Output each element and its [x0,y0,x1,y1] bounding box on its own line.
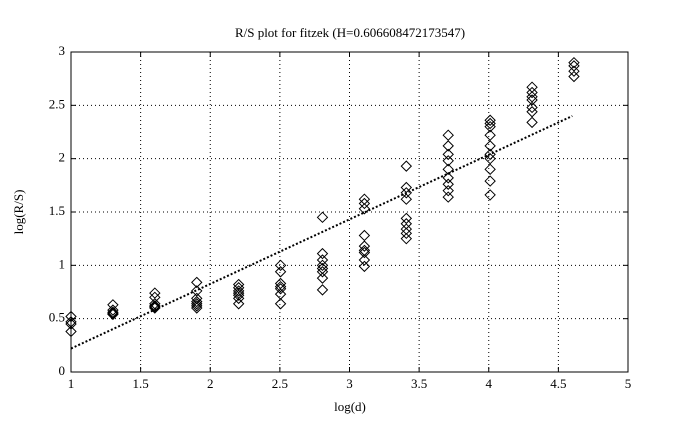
x-tick-label: 2 [207,376,214,391]
point [442,178,454,190]
point [316,211,329,224]
point [274,280,287,293]
point [568,56,580,69]
point [568,70,580,83]
point [107,304,119,316]
point [442,155,454,167]
y-tick-label: 0 [59,363,66,378]
point [442,191,454,203]
point [358,254,371,266]
point [526,86,538,99]
point [316,272,329,284]
point [107,306,119,318]
point [232,285,245,297]
point [232,289,245,301]
point [442,148,454,161]
point [191,276,203,289]
point [232,298,245,310]
point [358,197,371,210]
point [358,246,371,259]
y-tick-label: 1.5 [49,203,65,218]
point [316,259,329,272]
point [442,129,454,141]
point [400,227,413,240]
point [358,203,371,215]
point [526,101,538,114]
point [65,310,77,323]
point [232,292,245,305]
x-axis-label: log(d) [334,399,366,414]
point [191,298,203,310]
point [149,301,161,313]
point [484,117,496,130]
point [400,160,413,172]
point [400,193,413,205]
point [442,163,454,176]
point [442,184,454,197]
x-tick-label: 3.5 [411,376,427,391]
point [107,308,119,321]
point [316,247,329,260]
point [274,283,287,295]
point [400,232,413,245]
y-axis-label: log(R/S) [11,190,26,235]
point [191,302,203,314]
point [149,302,161,314]
point [358,229,371,242]
y-tick-label: 2 [59,150,66,165]
point [358,240,371,252]
point [526,94,538,106]
point [107,307,119,320]
point [484,140,496,152]
point [274,266,287,278]
point [484,120,496,133]
x-tick-label: 2.5 [272,376,288,391]
point [568,65,580,77]
x-tick-label: 3 [346,376,353,391]
x-tick-label: 1.5 [133,376,149,391]
point [149,300,161,312]
y-tick-label: 2.5 [49,96,65,111]
y-tick-label: 3 [59,43,66,58]
x-tick-label: 4 [486,376,493,391]
point [484,163,496,176]
chart-title: R/S plot for fitzek (H=0.606608472173547… [235,25,465,40]
point [191,300,203,312]
fit-line [70,115,573,350]
point [358,260,371,273]
point [274,259,287,272]
point [65,318,77,330]
y-tick-label: 0.5 [49,310,65,325]
point [274,298,287,310]
point [484,175,496,187]
point [316,266,329,278]
point [316,284,329,296]
point [442,172,454,184]
point [526,91,538,103]
point [484,114,496,126]
y-tick-label: 1 [59,256,66,271]
x-tick-label: 4.5 [550,376,566,391]
point [358,193,371,205]
point [65,325,77,338]
point [149,287,161,299]
point [526,116,538,129]
x-tick-label: 5 [625,376,632,391]
point [484,189,496,201]
x-tick-label: 1 [68,376,75,391]
point [316,254,329,266]
point [526,106,538,118]
point [191,295,203,308]
point [442,140,454,152]
